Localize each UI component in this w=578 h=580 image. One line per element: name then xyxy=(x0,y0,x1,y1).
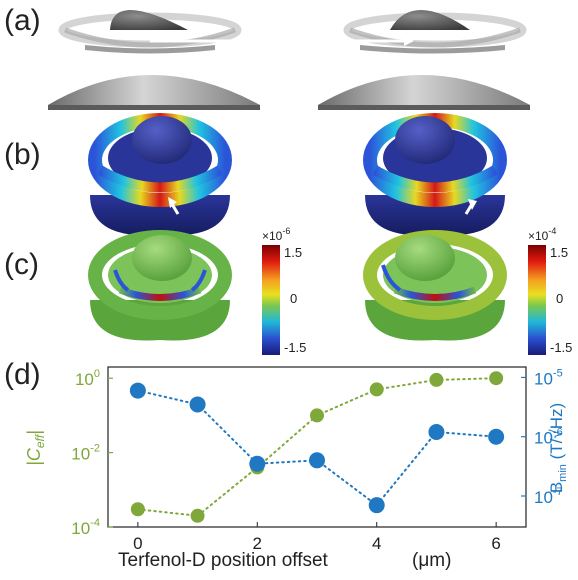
data-point-bmin xyxy=(129,382,146,399)
x-tick-label: 6 xyxy=(491,534,500,553)
panel-label-b: (b) xyxy=(4,138,41,171)
y-tick-label: 10-7 xyxy=(534,486,563,507)
colorbar-left-bottom: -1.5 xyxy=(284,340,306,355)
colorbar-right: ×10-4 1.5 0 -1.5 xyxy=(528,226,572,355)
data-point-ceff xyxy=(369,382,384,397)
panel-label-c: (c) xyxy=(4,248,39,281)
resonator-c-left xyxy=(88,230,232,341)
data-point-bmin xyxy=(189,396,206,413)
plot-frame xyxy=(107,366,527,528)
x-axis-unit: (μm) xyxy=(412,550,451,571)
resonator-c-right xyxy=(363,230,507,341)
x-axis-label: Terfenol-D position offset xyxy=(118,550,329,571)
y-tick-label: 100 xyxy=(75,368,100,389)
data-point-ceff xyxy=(489,371,504,386)
panel-label-d: (d) xyxy=(4,358,41,391)
panel-label-a: (a) xyxy=(4,4,41,37)
colorbar-left-mid: 0 xyxy=(290,291,297,306)
y-tick-label: 10-4 xyxy=(71,517,100,538)
x-tick-label: 4 xyxy=(372,534,381,553)
resonator-illustrations: ×10-6 1.5 0 -1.5 ×10-4 1.5 0 -1.5 xyxy=(48,10,572,355)
data-point-ceff xyxy=(130,502,145,517)
colorbar-right-bottom: -1.5 xyxy=(550,340,572,355)
resonator-b-right xyxy=(363,113,507,236)
colorbar-left: ×10-6 1.5 0 -1.5 xyxy=(262,226,306,355)
data-point-ceff xyxy=(190,508,205,523)
series-line-bmin xyxy=(136,389,498,507)
resonator-b-left xyxy=(88,113,232,236)
data-point-ceff xyxy=(310,408,324,423)
series-line-ceff xyxy=(136,377,498,517)
right-axis-label: Bmin (T/√Hz) xyxy=(547,403,569,493)
colorbar-right-top: 1.5 xyxy=(550,245,568,260)
colorbar-left-exponent: ×10-6 xyxy=(262,226,290,243)
data-point-bmin xyxy=(309,452,325,469)
left-axis-label: |Ceff| xyxy=(24,430,47,466)
y-tick-label: 10-5 xyxy=(534,367,563,388)
colorbar-left-top: 1.5 xyxy=(284,245,302,260)
y-tick-label: 10-2 xyxy=(71,443,100,464)
data-point-ceff xyxy=(429,372,444,387)
y-tick-label: 10-6 xyxy=(534,427,563,448)
data-point-bmin xyxy=(428,424,445,441)
x-tick-label: 2 xyxy=(253,534,262,553)
data-point-bmin xyxy=(488,428,505,445)
data-point-ceff xyxy=(250,460,265,475)
colorbar-right-exponent: ×10-4 xyxy=(528,226,556,243)
x-tick-label: 0 xyxy=(133,534,142,553)
resonator-a-right xyxy=(318,10,530,110)
data-point-bmin xyxy=(249,455,266,472)
colorbar-right-mid: 0 xyxy=(556,291,563,306)
resonator-a-left xyxy=(48,10,260,110)
data-point-bmin xyxy=(368,497,385,514)
